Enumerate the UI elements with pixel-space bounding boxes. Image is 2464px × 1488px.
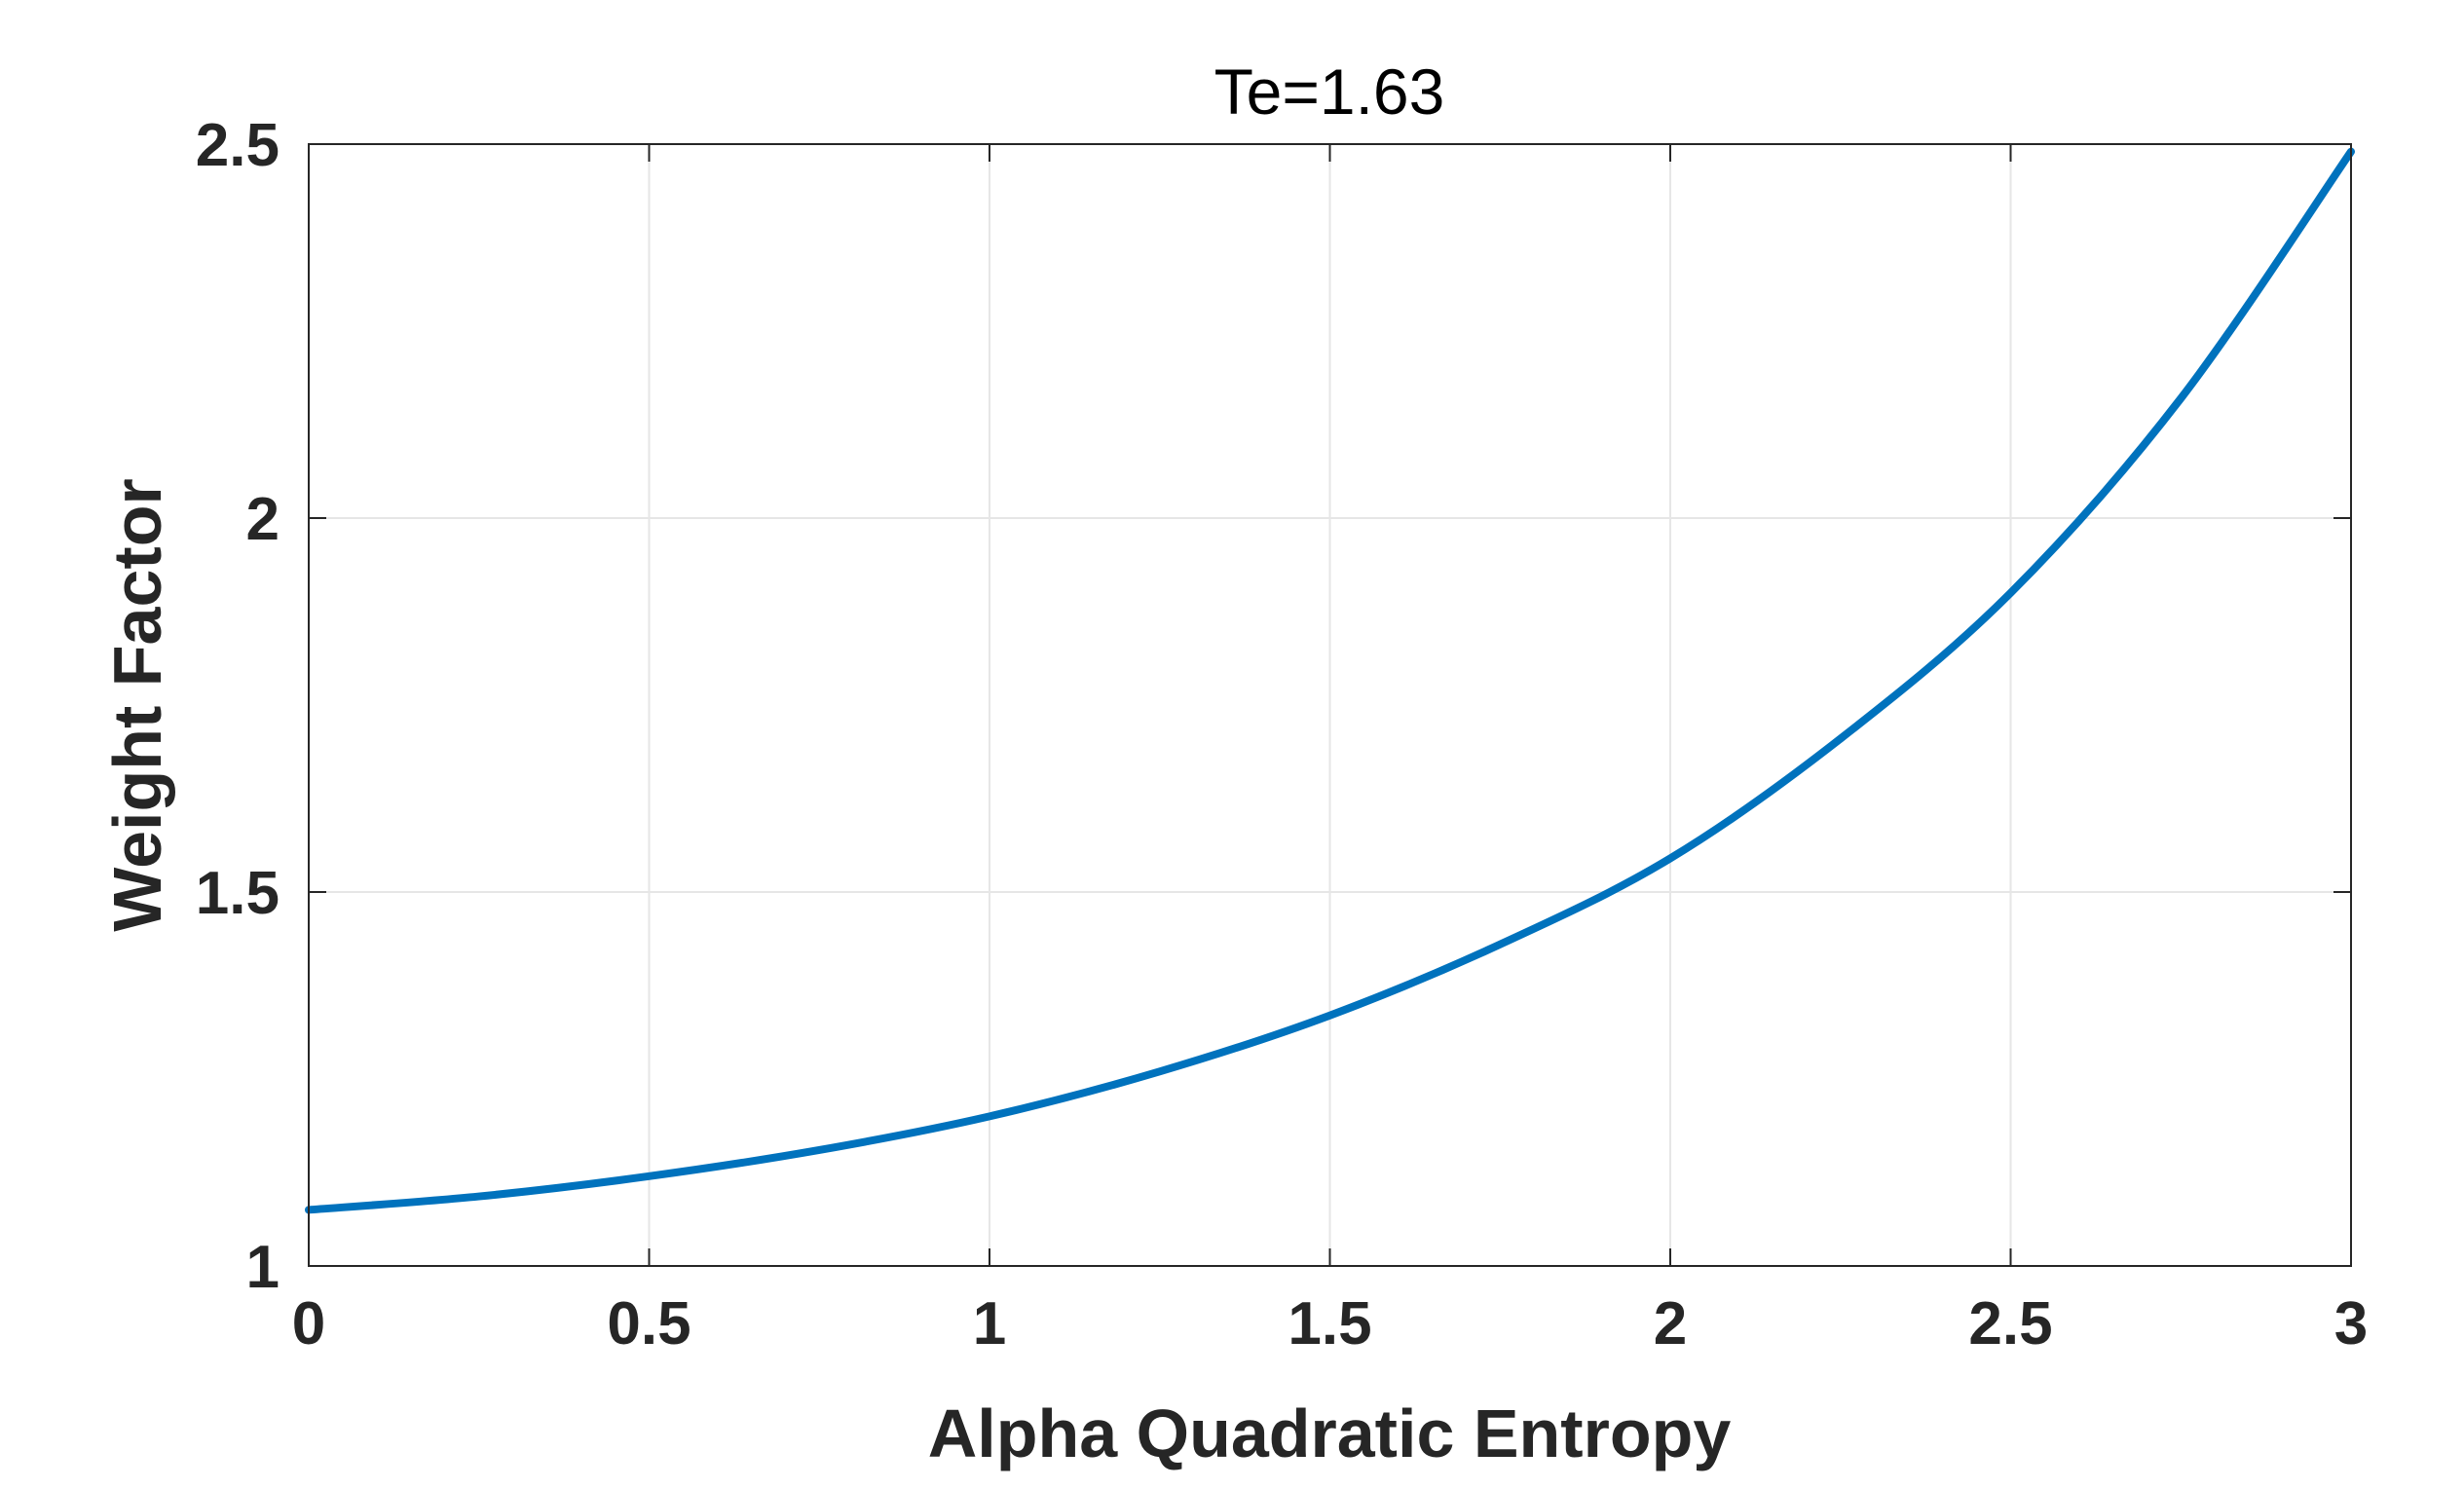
series-group (305, 147, 2355, 1214)
x-tick-label: 0.5 (607, 1290, 691, 1358)
x-tick-label: 2.5 (1968, 1290, 2052, 1358)
chart-title: Te=1.63 (1214, 56, 1445, 128)
y-tick-label: 2 (246, 486, 280, 553)
y-tick-label: 1 (246, 1234, 280, 1301)
y-tick-label: 2.5 (196, 112, 280, 179)
x-axis-label: Alpha Quadratic Entropy (928, 1395, 1732, 1471)
x-tick-labels: 0 0.5 1 1.5 2 2.5 3 (292, 1290, 2368, 1358)
y-tick-labels: 1 1.5 2 2.5 (196, 112, 280, 1301)
y-axis-label: Weight Factor (99, 478, 175, 931)
tick-marks (308, 143, 2352, 1267)
series-line (305, 147, 2355, 1214)
x-tick-label: 1.5 (1288, 1290, 1371, 1358)
x-tick-label: 1 (973, 1290, 1006, 1358)
y-tick-label: 1.5 (196, 860, 280, 927)
x-tick-label: 3 (2334, 1290, 2368, 1358)
x-tick-label: 2 (1654, 1290, 1687, 1358)
grid (309, 144, 2351, 1266)
x-tick-label: 0 (292, 1290, 325, 1358)
